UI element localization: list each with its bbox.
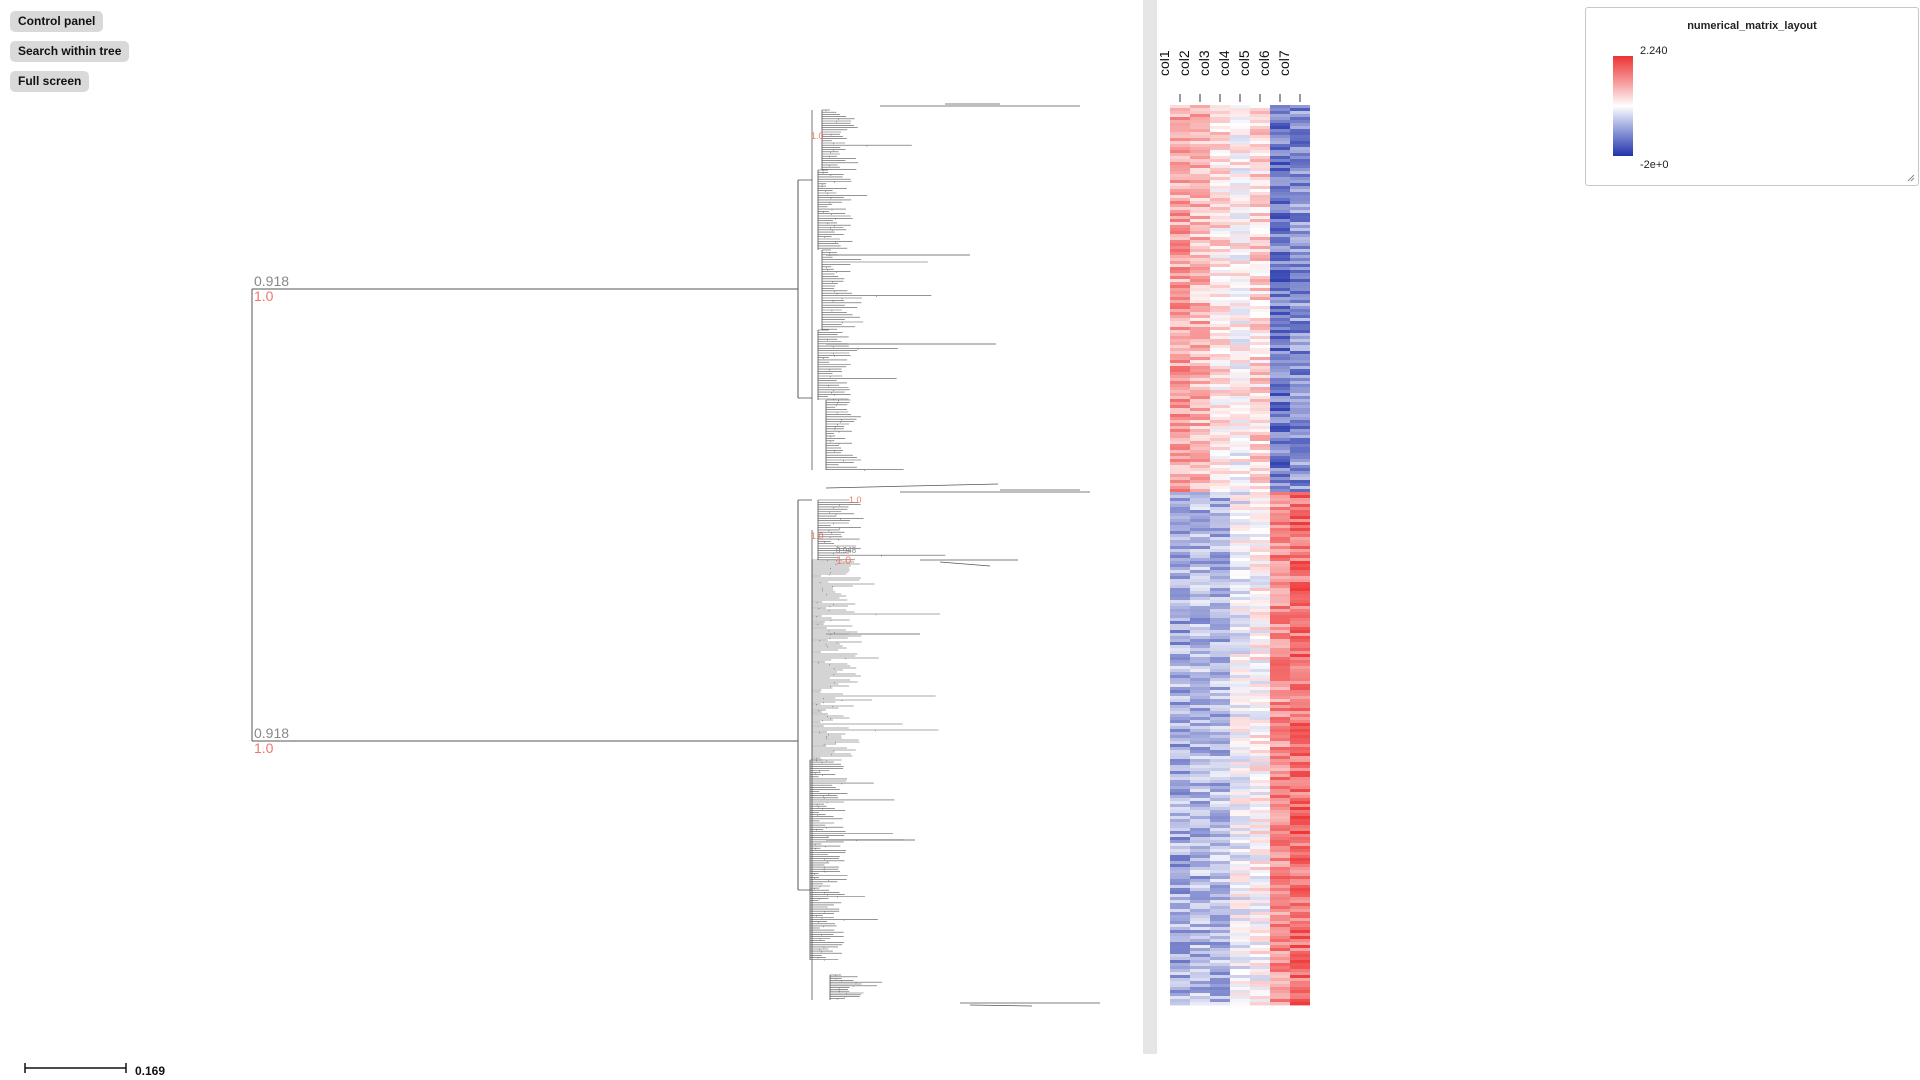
heatmap-cells[interactable]	[1170, 105, 1310, 1006]
support-label-node-3: 1.0	[811, 531, 824, 541]
support-label-bottom-gray: 0.918	[254, 725, 289, 741]
resize-grip-icon[interactable]	[1907, 174, 1915, 182]
legend-color-bar	[1613, 56, 1633, 156]
legend-max-label: 2.240	[1640, 45, 1668, 57]
heatmap-matrix[interactable]: col1 col2 col3 col4 col5 col6 col7	[1160, 40, 1320, 1010]
heatmap-column-label: col3	[1196, 50, 1212, 76]
panel-divider[interactable]	[1143, 0, 1157, 1054]
heatmap-column-label: col7	[1276, 50, 1292, 76]
support-label-bottom-red: 1.0	[254, 740, 274, 756]
legend-min-label: -2e+0	[1640, 159, 1669, 171]
support-label-top-gray: 0.918	[254, 273, 289, 289]
full-screen-button[interactable]: Full screen	[10, 71, 90, 92]
scale-bar-label: 0.169	[135, 1064, 166, 1078]
search-within-tree-button[interactable]: Search within tree	[10, 41, 130, 62]
heatmap-column-ticks	[1179, 94, 1301, 102]
legend-panel[interactable]: numerical_matrix_layout 2.240 -2e+0	[1585, 7, 1919, 186]
heatmap-column-label: col5	[1236, 50, 1252, 76]
legend-title: numerical_matrix_layout	[1687, 20, 1817, 32]
support-label-top-red: 1.0	[254, 288, 274, 304]
tree-canvas[interactable]: 0.918 1.0 0.918 1.0 1.0 1.0 1.0 0.948 1.…	[0, 0, 1140, 1054]
heatmap-column-labels: col1 col2 col3 col4 col5 col6 col7	[1160, 50, 1292, 76]
heatmap-column-label: col4	[1216, 50, 1232, 76]
scale-bar	[24, 1063, 127, 1073]
support-label-node-4-red: 1.0	[836, 555, 851, 567]
support-label-node-4-gray: 0.948	[836, 546, 857, 555]
support-label-node-2: 1.0	[849, 495, 862, 505]
heatmap-column-label: col2	[1176, 50, 1192, 76]
support-labels: 0.918 1.0 0.918 1.0 1.0 1.0 1.0 0.948 1.…	[254, 131, 862, 756]
tree-branches[interactable]	[251, 103, 1100, 1007]
control-panel-button[interactable]: Control panel	[10, 11, 104, 32]
support-label-node-1: 1.0	[811, 131, 824, 141]
heatmap-column-label: col1	[1160, 50, 1172, 76]
heatmap-column-label: col6	[1256, 50, 1272, 76]
